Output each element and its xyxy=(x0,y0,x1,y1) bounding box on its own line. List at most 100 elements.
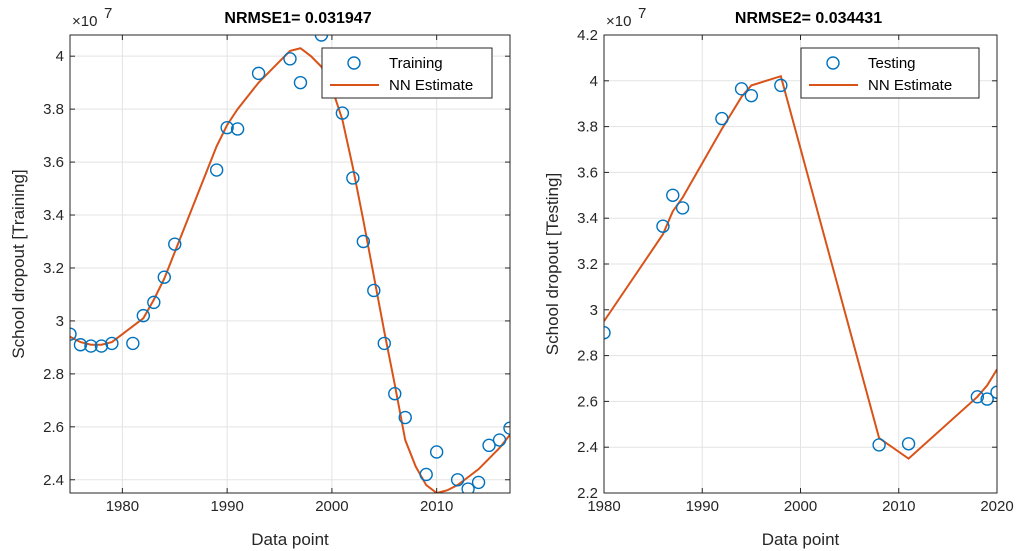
data-point-training xyxy=(230,122,245,136)
plot-area xyxy=(70,35,510,493)
data-point-training xyxy=(450,473,465,487)
data-point-testing xyxy=(744,88,759,103)
y-tick-label: 3.6 xyxy=(43,154,64,171)
data-point-training xyxy=(283,52,297,66)
data-point-training xyxy=(503,421,510,435)
data-point-training xyxy=(147,295,161,310)
data-point-training xyxy=(136,308,151,323)
x-tick-label: 2000 xyxy=(315,498,348,515)
y-tick-label: 2.4 xyxy=(43,472,64,489)
x-tick-label: 1990 xyxy=(210,498,243,515)
legend-marker-training xyxy=(347,56,361,70)
data-point-training xyxy=(398,410,412,425)
data-point-training xyxy=(126,336,140,351)
data-point-training xyxy=(419,467,433,482)
data-layer xyxy=(70,35,510,493)
x-axis-label: Data point xyxy=(762,530,840,549)
chart-title: NRMSE1= 0.031947 xyxy=(224,10,371,27)
data-point-training xyxy=(70,327,77,341)
grid xyxy=(70,35,510,493)
x-tick-label: 1990 xyxy=(686,498,719,515)
data-point-testing xyxy=(901,437,916,451)
y-axis-label: School dropout [Testing] xyxy=(543,173,562,355)
axes-frame xyxy=(69,34,511,494)
data-point-testing xyxy=(970,390,985,404)
data-layer xyxy=(604,74,997,460)
y-tick-label: 3.2 xyxy=(577,256,598,273)
data-point-training xyxy=(482,438,496,453)
y-tick-label: 3.4 xyxy=(577,210,598,227)
y-exponent-power: 7 xyxy=(638,5,646,22)
legend-label-training: Training xyxy=(389,55,443,72)
data-point-training xyxy=(314,35,329,42)
y-tick-label: 2.6 xyxy=(577,393,598,410)
data-point-testing xyxy=(990,385,997,399)
legend-label-nn-estimate: NN Estimate xyxy=(868,77,952,94)
legend-label-testing: Testing xyxy=(868,55,916,72)
series-line-nn-estimate xyxy=(70,47,510,493)
x-tick-label: 1980 xyxy=(587,498,620,515)
data-point-training xyxy=(168,237,182,251)
legend: Testing NN Estimate xyxy=(800,47,980,99)
y-exponent-label: ×10 xyxy=(606,13,631,30)
data-point-training xyxy=(429,445,444,459)
x-tick-label: 2010 xyxy=(420,498,453,515)
data-point-training xyxy=(73,338,88,352)
y-tick-label: 4.2 xyxy=(577,27,598,44)
x-tick-label: 2000 xyxy=(784,498,817,515)
chart-title: NRMSE2= 0.034431 xyxy=(735,10,882,27)
x-axis-label: Data point xyxy=(251,530,329,549)
y-tick-label: 3.8 xyxy=(43,101,64,118)
chart-1: 1980 1990 2000 2010 2.4 2.6 2.8 3 3.2 3.4 3.6 3.8 4 N… xyxy=(9,5,511,549)
data-point-training xyxy=(335,106,350,120)
y-tick-label: 2.4 xyxy=(577,439,598,456)
data-point-testing xyxy=(715,111,729,126)
chart-2: 1980 1990 2000 2010 2020 2.2 2.4 2.6 2.8 3 3.2 3.4 3… xyxy=(543,5,1014,549)
y-tick-label: 4 xyxy=(56,48,64,65)
data-point-testing xyxy=(872,438,886,452)
data-point-testing xyxy=(656,219,670,233)
data-point-training xyxy=(388,387,402,401)
data-point-training xyxy=(251,66,266,81)
data-point-training xyxy=(461,482,475,493)
data-point-training xyxy=(293,75,308,90)
data-point-training xyxy=(492,433,507,447)
x-tick-label: 2010 xyxy=(882,498,915,515)
data-point-training xyxy=(94,339,109,353)
data-point-training xyxy=(346,171,360,185)
x-tick-label: 2020 xyxy=(980,498,1013,515)
legend: Training NN Estimate xyxy=(321,47,493,99)
data-point-testing xyxy=(675,201,690,215)
legend-label-nn-estimate: NN Estimate xyxy=(389,77,473,94)
y-tick-label: 3.2 xyxy=(43,260,64,277)
data-point-testing xyxy=(604,326,611,340)
y-tick-label: 2.8 xyxy=(577,348,598,365)
y-tick-label: 2.8 xyxy=(43,366,64,383)
y-tick-label: 3 xyxy=(56,313,64,330)
data-point-training xyxy=(377,336,391,351)
data-point-training xyxy=(471,475,486,490)
data-point-testing xyxy=(734,82,749,96)
legend-marker-testing xyxy=(826,56,840,70)
data-point-training xyxy=(105,336,119,351)
y-tick-label: 3.8 xyxy=(577,119,598,136)
data-point-training xyxy=(209,163,224,177)
series-line-nn-estimate xyxy=(604,74,997,460)
data-point-training xyxy=(157,270,171,284)
data-point-training xyxy=(84,339,98,353)
legend-box xyxy=(800,47,980,99)
y-tick-label: 2.2 xyxy=(577,485,598,502)
y-tick-label: 4 xyxy=(590,73,598,90)
data-point-training xyxy=(367,283,381,298)
data-point-testing xyxy=(774,78,788,93)
y-exponent-power: 7 xyxy=(104,5,112,22)
y-axis-label: School dropout [Training] xyxy=(9,169,28,358)
data-point-training xyxy=(356,234,371,249)
y-tick-label: 2.6 xyxy=(43,419,64,436)
y-tick-label: 3 xyxy=(590,302,598,319)
legend-box xyxy=(321,47,493,99)
y-exponent-label: ×10 xyxy=(72,13,97,30)
x-tick-label: 1980 xyxy=(106,498,139,515)
data-point-testing xyxy=(980,392,994,406)
